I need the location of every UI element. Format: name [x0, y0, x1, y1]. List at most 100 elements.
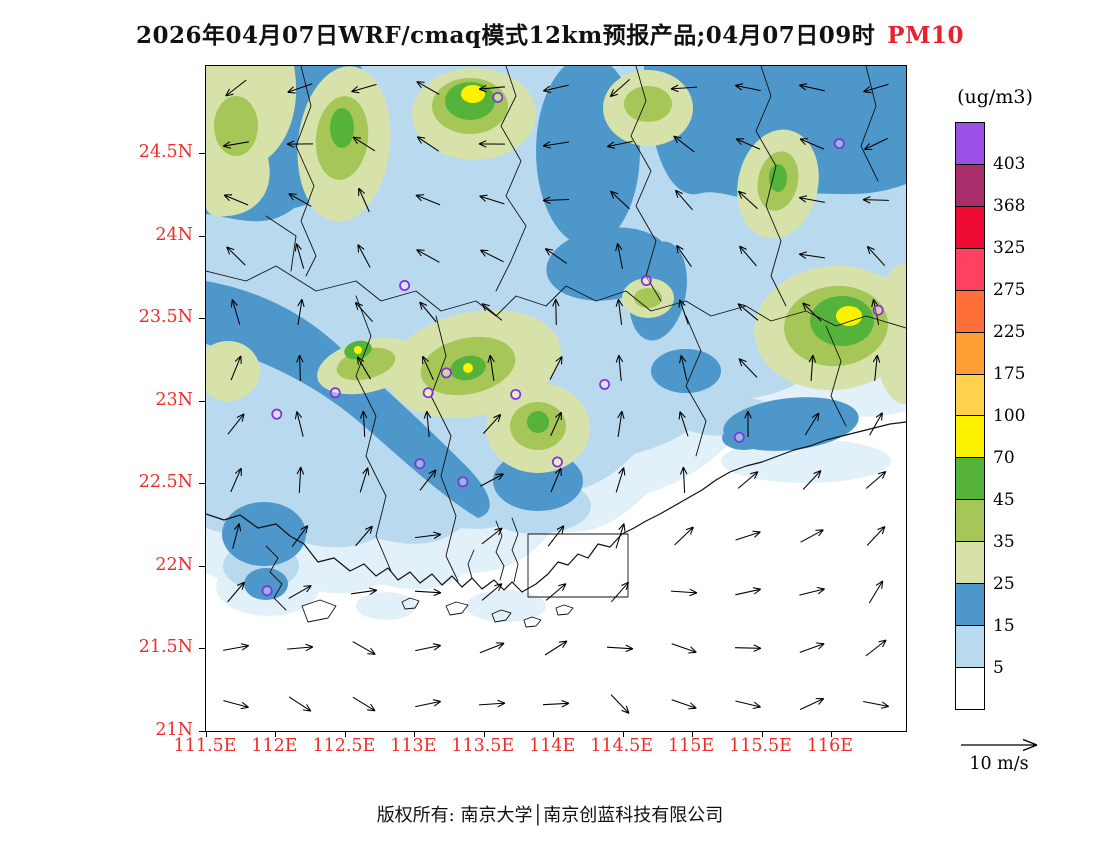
wind-arrow-icon	[550, 411, 562, 437]
wind-arrow-icon	[670, 588, 698, 597]
wind-arrow-icon	[223, 700, 249, 710]
wind-arrow-icon	[739, 245, 757, 267]
station-marker	[399, 280, 411, 291]
wind-arrow-icon	[225, 79, 247, 97]
colorbar-block	[955, 205, 985, 249]
wind-arrow-icon	[606, 644, 634, 653]
wind-arrow-icon	[799, 586, 825, 596]
wind-arrow-icon	[862, 196, 890, 204]
wind-arrow-icon	[222, 141, 249, 149]
x-tick-mark	[275, 731, 277, 737]
wind-arrow-icon	[357, 244, 371, 268]
station-marker	[510, 388, 522, 400]
wind-arrow-icon	[359, 410, 368, 438]
map-boundaries	[206, 66, 906, 628]
wind-vectors	[222, 79, 890, 714]
wind-arrow-icon	[487, 354, 495, 381]
wind-arrow-icon	[352, 641, 376, 655]
station-markers	[261, 91, 884, 597]
y-tick-label: 22.5N	[138, 472, 193, 493]
colorbar-block	[955, 373, 985, 417]
colorbar-block	[955, 457, 985, 501]
wind-arrow-icon	[670, 84, 698, 93]
y-tick-label: 24.5N	[138, 142, 193, 163]
colorbar-block	[955, 625, 985, 668]
wind-arrow-icon	[294, 243, 305, 269]
station-marker	[833, 138, 845, 150]
colorbar-tick-label: 5	[993, 658, 1004, 678]
y-tick-mark	[199, 318, 205, 320]
wind-arrow-icon	[804, 412, 820, 436]
y-tick-label: 24N	[155, 224, 193, 245]
wind-arrow-icon	[232, 523, 242, 549]
colorbar-tick-label: 45	[993, 490, 1015, 510]
station-marker	[271, 408, 283, 420]
wind-arrow-icon	[863, 137, 888, 151]
y-tick-label: 21.5N	[138, 637, 193, 658]
wind-arrow-icon	[611, 581, 630, 603]
wind-arrow-icon	[802, 302, 822, 322]
y-tick-mark	[199, 400, 205, 402]
wind-arrow-icon	[737, 303, 759, 321]
colorbar-tick-label: 35	[993, 532, 1015, 552]
wind-arrow-icon	[479, 642, 505, 654]
wind-arrow-icon	[863, 700, 890, 709]
x-tick-label: 112E	[251, 736, 298, 756]
x-tick-label: 115E	[667, 736, 715, 756]
colorbar-block	[955, 583, 985, 627]
wind-arrow-icon	[549, 355, 563, 380]
colorbar-tick-label: 25	[993, 574, 1015, 594]
wind-arrow-icon	[673, 135, 695, 153]
y-axis-labels: 24.5N 24N 23.5N 23N 22.5N 22N 21.5N 21N	[103, 65, 193, 740]
y-tick-mark	[199, 483, 205, 485]
wind-arrow-icon	[869, 412, 883, 436]
wind-arrow-icon	[482, 413, 502, 434]
station-marker	[440, 367, 452, 379]
station-marker	[599, 378, 611, 390]
wind-arrow-icon	[866, 245, 886, 267]
wind-arrow-icon	[800, 529, 824, 543]
colorbar-tick-label: 403	[993, 154, 1026, 174]
wind-arrow-icon	[479, 249, 504, 263]
colorbar-tick-label: 175	[993, 364, 1026, 384]
colorbar-block	[955, 163, 985, 207]
wind-arrow-icon	[674, 189, 693, 211]
wind-arrow-icon	[478, 140, 506, 148]
colorbar-block	[955, 499, 985, 543]
title-text: 2026年04月07日WRF/cmaq模式12km预报产品;04月07日09时	[135, 22, 876, 49]
colorbar-tick-label: 100	[993, 406, 1026, 426]
wind-arrow-icon	[542, 196, 570, 204]
colorbar-block	[955, 289, 985, 333]
x-tick-mark	[344, 731, 346, 737]
wind-arrow-icon	[481, 583, 503, 601]
wind-arrow-icon	[610, 694, 630, 714]
y-tick-label: 23N	[155, 389, 193, 410]
wind-arrow-icon	[230, 355, 242, 381]
wind-arrow-icon	[288, 585, 312, 599]
x-tick-label: 113.5E	[451, 736, 515, 756]
wind-arrow-icon	[296, 354, 304, 382]
station-marker	[261, 585, 273, 597]
map-plot	[199, 65, 907, 737]
wind-arrow-icon	[352, 696, 376, 712]
wind-arrow-icon	[735, 700, 761, 710]
wind-arrow-icon	[288, 696, 312, 712]
wind-arrow-icon	[615, 298, 624, 325]
y-tick-mark	[199, 235, 205, 237]
wind-arrow-icon	[415, 699, 442, 708]
colorbar-unit-label: (ug/m3)	[957, 86, 1033, 108]
wind-arrow-icon	[547, 525, 565, 547]
x-tick-mark	[206, 731, 207, 737]
contour-map-svg	[206, 66, 906, 731]
wind-arrow-icon	[737, 190, 758, 210]
x-tick-mark	[553, 731, 555, 737]
wind-arrow-icon	[552, 298, 560, 326]
wind-arrow-icon	[738, 358, 758, 378]
wind-arrow-icon	[415, 531, 442, 539]
wind-arrow-icon	[416, 136, 440, 152]
colorbar-block	[955, 541, 985, 585]
x-tick-mark	[830, 731, 832, 737]
wind-arrow-icon	[609, 79, 631, 98]
figure-title: 2026年04月07日WRF/cmaq模式12km预报产品;04月07日09时 P…	[0, 16, 1100, 50]
wind-arrow-icon	[287, 643, 314, 652]
